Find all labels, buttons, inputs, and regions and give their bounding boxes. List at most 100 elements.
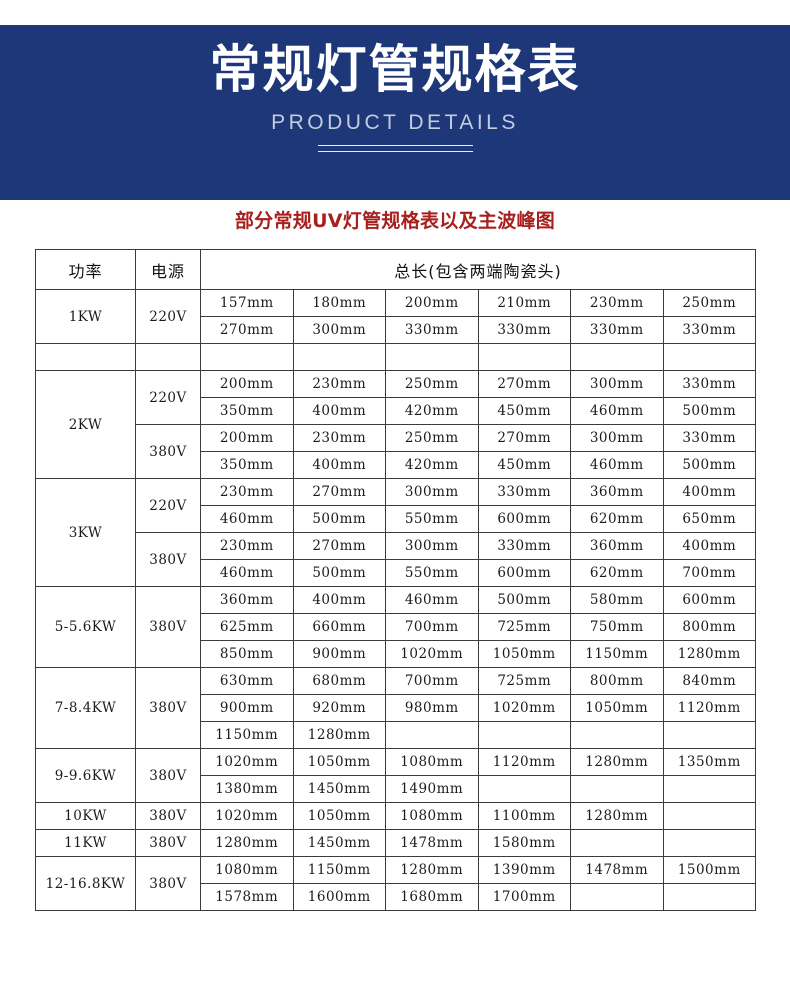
page-subtitle: PRODUCT DETAILS: [271, 111, 519, 135]
cell-length: 550mm: [385, 505, 479, 533]
cell-power: 3KW: [35, 478, 136, 587]
cell-voltage: 380V: [135, 586, 201, 668]
cell-length: 157mm: [200, 289, 294, 317]
cell-length: [570, 829, 664, 857]
cell-power: 10KW: [35, 802, 136, 830]
table-spacer-row: [35, 343, 757, 371]
cell-length: 500mm: [292, 559, 386, 587]
cell-voltage: 220V: [135, 478, 201, 533]
cell-length: 400mm: [292, 397, 386, 425]
cell-length: 350mm: [200, 451, 294, 479]
spacer-cell-power: [35, 343, 136, 371]
table-row: 350mm 400mm 420mm 450mm 460mm 500mm: [36, 451, 757, 479]
cell-power: 7-8.4KW: [35, 667, 136, 749]
cell-length: 270mm: [477, 424, 571, 452]
cell-length: 200mm: [200, 424, 294, 452]
cell-length: 1478mm: [385, 829, 479, 857]
table-row: 900mm 920mm 980mm 1020mm 1050mm 1120mm: [36, 694, 757, 722]
table-row: 10KW 380V 1020mm 1050mm 1080mm 1100mm 1280mm: [35, 802, 757, 830]
table-row: 11KW 380V 1280mm 1450mm 1478mm 1580mm: [35, 829, 757, 857]
cell-length: 330mm: [570, 316, 664, 344]
cell-length: 750mm: [570, 613, 664, 641]
page-title: 常规灯管规格表: [209, 41, 581, 100]
cell-length: 1280mm: [200, 829, 294, 857]
section-heading: 部分常规UV灯管规格表以及主波峰图: [234, 210, 556, 232]
cell-length: 900mm: [292, 640, 386, 668]
cell-length: [385, 721, 479, 749]
cell-length: 1050mm: [477, 640, 571, 668]
cell-length: 450mm: [477, 397, 571, 425]
cell-length: 500mm: [477, 586, 571, 614]
cell-length: 1080mm: [200, 856, 294, 884]
table-row: 1578mm 1600mm 1680mm 1700mm: [36, 883, 757, 911]
spec-table-body: 功率 电源 总长(包含两端陶瓷头) 1KW 220V 157mm 180mm 200mm 210…: [35, 249, 757, 911]
cell-power: 1KW: [35, 289, 136, 344]
cell-voltage: 380V: [135, 424, 201, 479]
cell-length: [662, 829, 757, 857]
cell-length: 725mm: [477, 613, 571, 641]
cell-length: 1100mm: [477, 802, 571, 830]
cell-length: 1080mm: [385, 748, 479, 776]
cell-voltage: 380V: [135, 667, 201, 749]
cell-length: [662, 775, 757, 803]
cell-voltage: 380V: [135, 856, 201, 911]
page-banner: 常规灯管规格表 PRODUCT DETAILS: [0, 25, 790, 200]
cell-length: 630mm: [200, 667, 294, 695]
cell-length: 460mm: [570, 397, 664, 425]
table-header-row: 功率 电源 总长(包含两端陶瓷头): [35, 249, 757, 290]
cell-length: 270mm: [292, 532, 386, 560]
spacer-cell-length: [200, 343, 294, 371]
cell-length: 660mm: [292, 613, 386, 641]
cell-length: 800mm: [662, 613, 757, 641]
cell-length: 270mm: [200, 316, 294, 344]
table-row: 460mm 500mm 550mm 600mm 620mm 700mm: [36, 559, 757, 587]
table-row: 3KW 220V 230mm 270mm 300mm 330mm 360mm 400mm: [35, 478, 757, 587]
table-row: 1150mm 1280mm: [36, 721, 757, 749]
cell-length: 550mm: [385, 559, 479, 587]
cell-length: 330mm: [477, 316, 571, 344]
cell-length: 200mm: [200, 370, 294, 398]
table-row: 12-16.8KW 380V 1080mm 1150mm 1280mm 1390mm 147…: [35, 856, 757, 911]
cell-length: 1578mm: [200, 883, 294, 911]
cell-length: 1050mm: [570, 694, 664, 722]
cell-length: 920mm: [292, 694, 386, 722]
cell-length: 330mm: [477, 532, 571, 560]
cell-length: [570, 721, 664, 749]
cell-length: 230mm: [200, 478, 294, 506]
cell-length: 700mm: [385, 667, 479, 695]
cell-length: 1600mm: [292, 883, 386, 911]
cell-length: 1700mm: [477, 883, 571, 911]
cell-length: [477, 775, 571, 803]
cell-length: [570, 775, 664, 803]
cell-power: 11KW: [35, 829, 136, 857]
cell-length: 850mm: [200, 640, 294, 668]
cell-length: 1020mm: [477, 694, 571, 722]
cell-length: 840mm: [662, 667, 757, 695]
cell-length: 1380mm: [200, 775, 294, 803]
cell-power: 2KW: [35, 370, 136, 479]
cell-length: 500mm: [292, 505, 386, 533]
cell-length: 650mm: [662, 505, 757, 533]
cell-length: 1120mm: [477, 748, 571, 776]
cell-length: 500mm: [662, 397, 757, 425]
cell-length: 360mm: [570, 532, 664, 560]
table-row: 270mm 300mm 330mm 330mm 330mm 330mm: [36, 316, 757, 344]
cell-length: 350mm: [200, 397, 294, 425]
table-row: 1KW 220V 157mm 180mm 200mm 210mm 230mm 250mm: [35, 289, 757, 344]
cell-length: [477, 721, 571, 749]
table-row: 5-5.6KW 380V 360mm 400mm 460mm 500mm 580mm 600m…: [35, 586, 757, 668]
cell-length: 250mm: [662, 289, 757, 317]
spacer-cell-length: [292, 343, 386, 371]
cell-length: 1450mm: [292, 775, 386, 803]
cell-length: 500mm: [662, 451, 757, 479]
table-row: 2KW 220V 200mm 230mm 250mm 270mm 300mm 330mm: [35, 370, 757, 479]
cell-length: 800mm: [570, 667, 664, 695]
cell-length: 460mm: [200, 505, 294, 533]
table-row: 9-9.6KW 380V 1020mm 1050mm 1080mm 1120mm 1280m…: [35, 748, 757, 803]
cell-length: 1150mm: [200, 721, 294, 749]
cell-length: 400mm: [662, 532, 757, 560]
cell-length: 1390mm: [477, 856, 571, 884]
cell-length: [662, 721, 757, 749]
cell-length: 330mm: [662, 370, 757, 398]
cell-length: 460mm: [385, 586, 479, 614]
